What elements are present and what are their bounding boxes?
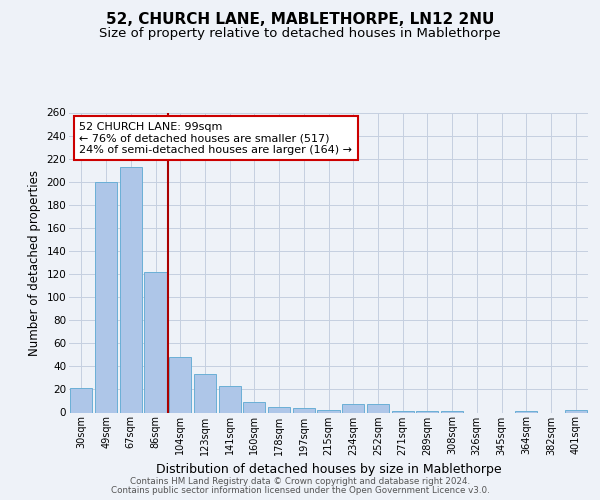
X-axis label: Distribution of detached houses by size in Mablethorpe: Distribution of detached houses by size … bbox=[155, 463, 502, 476]
Bar bbox=[145, 272, 167, 412]
Text: Contains public sector information licensed under the Open Government Licence v3: Contains public sector information licen… bbox=[110, 486, 490, 495]
Text: Contains HM Land Registry data © Crown copyright and database right 2024.: Contains HM Land Registry data © Crown c… bbox=[130, 477, 470, 486]
Bar bbox=[565, 410, 587, 412]
Text: Size of property relative to detached houses in Mablethorpe: Size of property relative to detached ho… bbox=[99, 28, 501, 40]
Bar bbox=[119, 166, 142, 412]
Bar bbox=[243, 402, 265, 412]
Bar bbox=[169, 357, 191, 412]
Bar bbox=[268, 406, 290, 412]
Bar bbox=[317, 410, 340, 412]
Bar bbox=[218, 386, 241, 412]
Bar bbox=[194, 374, 216, 412]
Bar bbox=[70, 388, 92, 412]
Bar bbox=[95, 182, 117, 412]
Text: 52, CHURCH LANE, MABLETHORPE, LN12 2NU: 52, CHURCH LANE, MABLETHORPE, LN12 2NU bbox=[106, 12, 494, 28]
Bar bbox=[293, 408, 315, 412]
Bar bbox=[367, 404, 389, 412]
Text: 52 CHURCH LANE: 99sqm
← 76% of detached houses are smaller (517)
24% of semi-det: 52 CHURCH LANE: 99sqm ← 76% of detached … bbox=[79, 122, 352, 154]
Bar bbox=[342, 404, 364, 412]
Y-axis label: Number of detached properties: Number of detached properties bbox=[28, 170, 41, 356]
